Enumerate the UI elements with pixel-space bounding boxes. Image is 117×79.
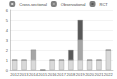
svg-text:Observational: Observational	[61, 2, 86, 7]
svg-text:2017: 2017	[57, 72, 67, 77]
svg-text:6: 6	[6, 8, 9, 13]
svg-text:2018: 2018	[66, 72, 76, 77]
svg-text:2: 2	[6, 48, 9, 53]
svg-text:5: 5	[6, 18, 9, 23]
svg-text:0: 0	[6, 68, 9, 73]
svg-text:RCT: RCT	[100, 2, 109, 7]
svg-text:2014: 2014	[29, 72, 39, 77]
svg-text:Cross-sectional: Cross-sectional	[19, 2, 47, 7]
svg-text:1: 1	[6, 58, 9, 63]
svg-text:2015: 2015	[38, 72, 48, 77]
svg-text:3: 3	[6, 38, 9, 43]
svg-text:2013: 2013	[20, 72, 30, 77]
svg-text:2019: 2019	[76, 72, 86, 77]
svg-text:2016: 2016	[48, 72, 58, 77]
svg-text:2021: 2021	[95, 72, 105, 77]
svg-text:2012: 2012	[10, 72, 20, 77]
svg-text:2022: 2022	[104, 72, 114, 77]
svg-text:2020: 2020	[85, 72, 95, 77]
svg-text:4: 4	[6, 28, 9, 33]
